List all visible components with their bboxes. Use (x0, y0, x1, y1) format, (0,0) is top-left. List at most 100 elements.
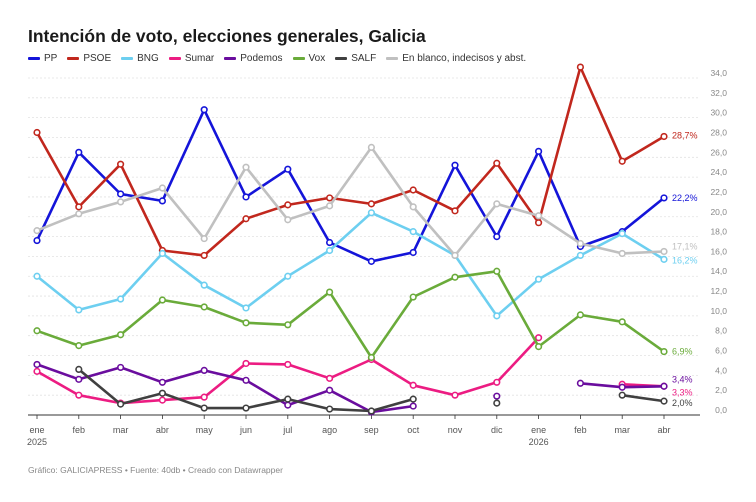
legend-item: Podemos (224, 53, 283, 64)
x-tick-label: jul (282, 425, 292, 435)
data-point (618, 383, 626, 391)
data-point (367, 353, 376, 362)
data-point (284, 360, 292, 369)
legend-item: En blanco, indecisos y abst. (386, 53, 526, 64)
y-tick-label: 34,0 (710, 68, 727, 78)
data-point (158, 396, 166, 404)
data-point (618, 230, 626, 238)
legend-swatch (121, 57, 134, 60)
y-tick-label: 16,0 (710, 246, 727, 256)
x-tick-label: ago (322, 425, 337, 435)
x-tick-label: sep (364, 425, 379, 435)
series-line (35, 363, 415, 414)
data-point (242, 404, 250, 412)
data-point (493, 399, 501, 407)
series-bng (33, 209, 668, 320)
data-point (409, 186, 417, 194)
end-label: 22,2% (672, 193, 698, 203)
data-point (660, 347, 668, 356)
data-point (451, 273, 459, 281)
legend-label: PP (44, 53, 58, 64)
y-tick-label: 4,0 (715, 365, 727, 375)
end-label: 3,3% (672, 387, 693, 397)
series-psoe (33, 63, 668, 260)
data-point (242, 215, 250, 223)
data-point (367, 407, 376, 415)
data-point (284, 395, 292, 403)
data-point (451, 251, 459, 260)
legend-label: SALF (351, 53, 377, 64)
y-tick-label: 20,0 (710, 207, 727, 217)
legend-swatch (67, 57, 80, 60)
data-point (493, 312, 501, 320)
data-point (660, 382, 668, 390)
x-tick-label: may (196, 425, 214, 435)
end-label: 28,7% (672, 130, 698, 140)
legend-swatch (292, 57, 305, 60)
data-point (116, 198, 125, 206)
data-point (660, 255, 668, 263)
data-point (534, 275, 543, 283)
data-point (200, 106, 208, 114)
y-tick-label: 10,0 (710, 306, 727, 316)
data-point (409, 203, 417, 211)
data-point (242, 376, 250, 384)
series-line (35, 146, 666, 257)
data-point (33, 128, 41, 137)
legend-item: PSOE (67, 53, 111, 64)
y-tick-label: 32,0 (710, 88, 727, 98)
data-point (75, 203, 83, 211)
y-tick-label: 22,0 (710, 187, 727, 197)
x-tick-label: nov (448, 425, 463, 435)
end-label: 6,9% (672, 347, 693, 357)
data-point (660, 132, 668, 141)
series-vox (33, 267, 668, 362)
data-point (534, 334, 543, 342)
chart-footer: Gráfico: GALICIAPRESS • Fuente: 40db • C… (28, 465, 283, 475)
data-point (326, 386, 334, 394)
legend-item: SALF (335, 53, 376, 64)
y-tick-label: 28,0 (710, 127, 727, 137)
data-point (660, 397, 668, 405)
data-point (284, 216, 292, 224)
y-tick-label: 14,0 (710, 266, 727, 276)
series-line (35, 65, 666, 257)
data-point (576, 239, 585, 248)
data-point (158, 378, 166, 386)
data-point (326, 202, 334, 210)
x-tick-sublabel: 2026 (529, 437, 549, 447)
y-tick-label: 6,0 (715, 346, 727, 356)
data-point (534, 147, 543, 155)
data-point (367, 209, 376, 217)
x-tick-label: feb (73, 425, 86, 435)
data-point (75, 375, 83, 383)
data-point (158, 389, 166, 397)
data-point (116, 331, 125, 339)
legend-label: BNG (137, 53, 159, 64)
data-point (284, 201, 292, 209)
data-point (158, 197, 166, 205)
data-point (200, 303, 208, 311)
series-line (620, 393, 666, 403)
data-point (534, 212, 543, 220)
data-point (75, 210, 83, 218)
series-line (35, 270, 666, 359)
y-tick-label: 2,0 (715, 385, 727, 395)
data-point (493, 159, 501, 167)
data-point (75, 365, 83, 374)
data-point (367, 257, 376, 265)
data-point (618, 157, 626, 165)
legend: PP PSOE BNG Sumar Podemos Vox SALF En blanco, i… (28, 53, 526, 64)
legend-label: En blanco, indecisos y abst. (402, 53, 527, 64)
data-point (493, 392, 501, 400)
line-chart: 0,0 2,0 4,0 6,0 8,0 10,0 12,0 14,0 16,0 18,0 20,0 2… (27, 63, 727, 447)
y-tick-label: 24,0 (710, 167, 727, 177)
y-tick-label: 0,0 (715, 405, 727, 415)
gridlines (28, 77, 700, 416)
y-tick-label: 26,0 (710, 147, 727, 157)
data-point (618, 249, 626, 258)
data-point (409, 395, 417, 403)
data-point (116, 160, 125, 168)
data-point (116, 190, 125, 198)
data-point (409, 248, 417, 257)
